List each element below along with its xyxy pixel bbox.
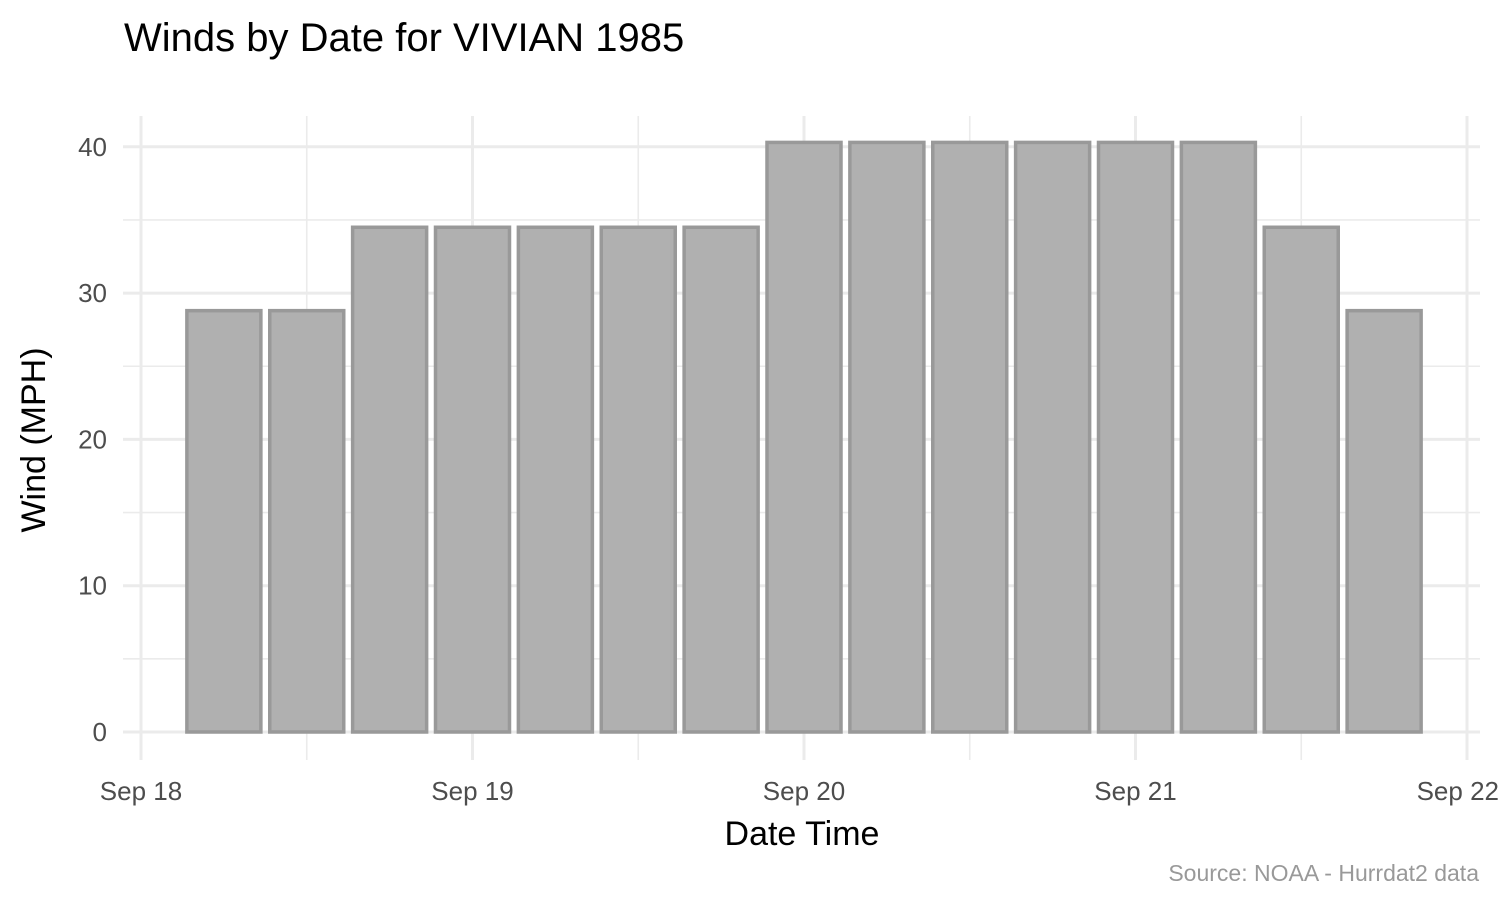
y-tick-label: 10 bbox=[78, 571, 107, 601]
y-tick-label: 20 bbox=[78, 424, 107, 454]
x-tick-label: Sep 22 bbox=[1417, 776, 1499, 806]
x-tick-label: Sep 18 bbox=[100, 776, 182, 806]
y-tick-label: 40 bbox=[78, 132, 107, 162]
bar bbox=[1262, 225, 1340, 734]
bar bbox=[433, 225, 512, 734]
chart-caption: Source: NOAA - Hurrdat2 data bbox=[1168, 860, 1479, 886]
y-tick-labels: 0 10 20 30 40 bbox=[78, 132, 107, 747]
bar bbox=[350, 225, 429, 734]
chart-title: Winds by Date for VIVIAN 1985 bbox=[124, 16, 684, 60]
bar bbox=[931, 140, 1009, 734]
bar bbox=[1096, 140, 1175, 734]
bar bbox=[268, 308, 346, 734]
bar bbox=[765, 140, 843, 734]
y-axis-title: Wind (MPH) bbox=[15, 347, 53, 532]
bar bbox=[682, 225, 760, 734]
bar bbox=[1345, 308, 1423, 734]
x-tick-labels: Sep 18 Sep 19 Sep 20 Sep 21 Sep 22 bbox=[100, 776, 1499, 806]
x-axis-title: Date Time bbox=[725, 815, 880, 853]
bars bbox=[185, 140, 1423, 734]
bar bbox=[516, 225, 595, 734]
x-tick-label: Sep 19 bbox=[431, 776, 513, 806]
bar bbox=[599, 225, 677, 734]
y-tick-label: 0 bbox=[93, 717, 107, 747]
x-tick-label: Sep 21 bbox=[1094, 776, 1176, 806]
y-tick-label: 30 bbox=[78, 278, 107, 308]
bar bbox=[1013, 140, 1092, 734]
bar bbox=[1179, 140, 1258, 734]
bar bbox=[185, 308, 263, 734]
x-tick-label: Sep 20 bbox=[763, 776, 845, 806]
bar bbox=[848, 140, 926, 734]
